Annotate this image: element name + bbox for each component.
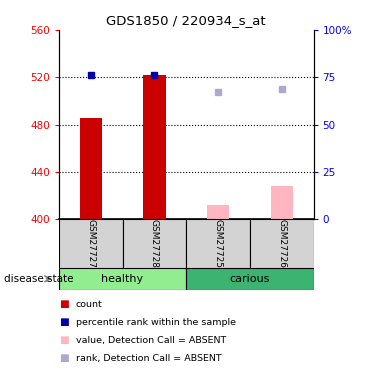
Text: percentile rank within the sample: percentile rank within the sample <box>76 318 236 327</box>
Text: count: count <box>76 300 103 309</box>
Text: GSM27726: GSM27726 <box>277 219 286 268</box>
Text: GSM27728: GSM27728 <box>150 219 159 268</box>
Text: GSM27725: GSM27725 <box>214 219 223 268</box>
Bar <box>186 268 314 290</box>
Text: ■: ■ <box>59 354 69 363</box>
Bar <box>122 219 186 268</box>
Text: value, Detection Call = ABSENT: value, Detection Call = ABSENT <box>76 336 226 345</box>
Text: disease state: disease state <box>4 274 73 284</box>
Text: healthy: healthy <box>101 274 144 284</box>
Text: ■: ■ <box>59 336 69 345</box>
Text: rank, Detection Call = ABSENT: rank, Detection Call = ABSENT <box>76 354 222 363</box>
Bar <box>59 219 122 268</box>
Bar <box>271 186 293 219</box>
Bar <box>186 219 250 268</box>
Text: carious: carious <box>230 274 270 284</box>
Bar <box>59 268 186 290</box>
Bar <box>207 205 229 219</box>
Bar <box>143 75 166 219</box>
Bar <box>250 219 314 268</box>
Text: ■: ■ <box>59 300 69 309</box>
Title: GDS1850 / 220934_s_at: GDS1850 / 220934_s_at <box>106 15 266 27</box>
Text: GSM27727: GSM27727 <box>86 219 95 268</box>
Text: ■: ■ <box>59 318 69 327</box>
Bar <box>79 118 102 219</box>
